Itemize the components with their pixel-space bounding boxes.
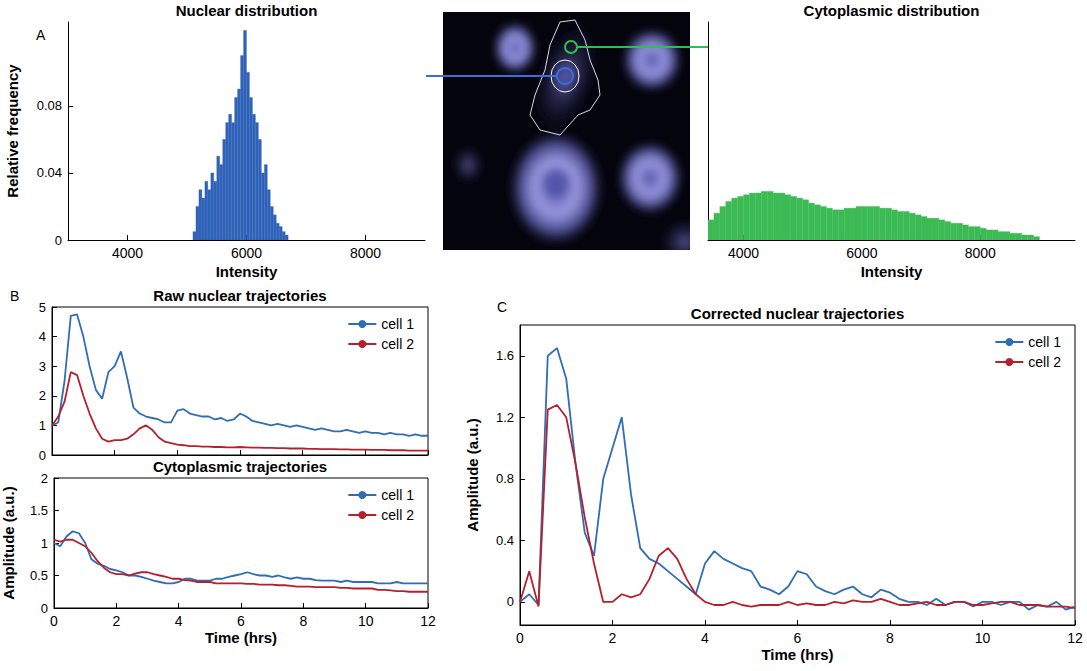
svg-text:Cytoplasmic trajectories: Cytoplasmic trajectories bbox=[153, 458, 327, 475]
svg-text:6000: 6000 bbox=[231, 245, 262, 261]
svg-text:Time (hrs): Time (hrs) bbox=[761, 646, 833, 663]
svg-text:10: 10 bbox=[358, 613, 374, 629]
svg-text:12: 12 bbox=[420, 613, 436, 629]
svg-text:1: 1 bbox=[41, 536, 48, 551]
svg-text:Corrected nuclear trajectories: Corrected nuclear trajectories bbox=[691, 305, 904, 322]
svg-text:4: 4 bbox=[701, 630, 709, 646]
svg-text:cell 1: cell 1 bbox=[381, 316, 414, 332]
svg-text:8000: 8000 bbox=[350, 245, 381, 261]
svg-text:1: 1 bbox=[39, 418, 46, 433]
svg-text:4: 4 bbox=[39, 329, 46, 344]
svg-text:4: 4 bbox=[175, 613, 183, 629]
svg-text:Intensity: Intensity bbox=[861, 263, 923, 280]
svg-text:Amplitude (a.u.): Amplitude (a.u.) bbox=[0, 486, 17, 599]
svg-text:2: 2 bbox=[609, 630, 617, 646]
svg-text:cell 1: cell 1 bbox=[1028, 334, 1061, 350]
svg-text:0: 0 bbox=[39, 448, 46, 463]
svg-text:0.08: 0.08 bbox=[37, 98, 62, 113]
svg-text:1.2: 1.2 bbox=[496, 410, 514, 425]
svg-text:cell 2: cell 2 bbox=[381, 507, 414, 523]
svg-text:10: 10 bbox=[975, 630, 991, 646]
svg-text:0.8: 0.8 bbox=[496, 471, 514, 486]
svg-text:0: 0 bbox=[41, 601, 48, 616]
svg-text:cell 2: cell 2 bbox=[381, 336, 414, 352]
svg-text:4000: 4000 bbox=[112, 245, 143, 261]
svg-text:0.04: 0.04 bbox=[37, 165, 62, 180]
svg-text:2: 2 bbox=[41, 471, 48, 486]
svg-text:5: 5 bbox=[39, 300, 46, 315]
svg-text:Amplitude (a.u.): Amplitude (a.u.) bbox=[464, 418, 481, 531]
svg-text:Raw nuclear trajectories: Raw nuclear trajectories bbox=[153, 287, 326, 304]
svg-text:Nuclear distribution: Nuclear distribution bbox=[176, 2, 318, 19]
svg-text:cell 2: cell 2 bbox=[1028, 354, 1061, 370]
svg-text:12: 12 bbox=[1067, 630, 1083, 646]
svg-text:C: C bbox=[497, 299, 507, 315]
svg-text:8: 8 bbox=[299, 613, 307, 629]
svg-text:1.5: 1.5 bbox=[30, 503, 48, 518]
svg-text:Time (hrs): Time (hrs) bbox=[205, 629, 277, 646]
svg-text:cell 1: cell 1 bbox=[381, 487, 414, 503]
svg-text:2: 2 bbox=[39, 388, 46, 403]
svg-text:8: 8 bbox=[886, 630, 894, 646]
svg-text:0.5: 0.5 bbox=[30, 568, 48, 583]
svg-text:0: 0 bbox=[507, 594, 514, 609]
svg-text:6: 6 bbox=[794, 630, 802, 646]
svg-text:3: 3 bbox=[39, 359, 46, 374]
svg-text:Intensity: Intensity bbox=[216, 263, 278, 280]
svg-text:0: 0 bbox=[516, 630, 524, 646]
svg-text:0: 0 bbox=[55, 233, 62, 248]
svg-text:6: 6 bbox=[237, 613, 245, 629]
svg-text:B: B bbox=[10, 288, 19, 304]
svg-text:4000: 4000 bbox=[728, 245, 759, 261]
svg-text:1.6: 1.6 bbox=[496, 348, 514, 363]
svg-text:A: A bbox=[36, 27, 46, 43]
svg-text:Relative frequency: Relative frequency bbox=[4, 64, 21, 198]
svg-text:0.4: 0.4 bbox=[496, 533, 514, 548]
svg-text:8000: 8000 bbox=[965, 245, 996, 261]
svg-text:2: 2 bbox=[112, 613, 120, 629]
svg-text:Cytoplasmic distribution: Cytoplasmic distribution bbox=[804, 2, 980, 19]
svg-text:0: 0 bbox=[50, 613, 58, 629]
svg-text:6000: 6000 bbox=[846, 245, 877, 261]
